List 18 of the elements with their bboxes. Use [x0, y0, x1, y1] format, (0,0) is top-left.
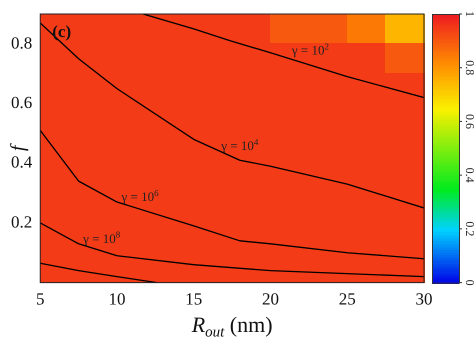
color-bar-label: 0.6: [462, 114, 474, 129]
color-bar-label: 0: [462, 280, 474, 286]
y-tick-label: 0.6: [11, 93, 32, 112]
x-tick-label: 10: [108, 289, 126, 308]
color-bar-label: 0.4: [462, 168, 474, 183]
color-bar-label: 0.8: [462, 60, 474, 76]
x-tick-label: 15: [185, 289, 202, 308]
color-bar-label: 0.2: [462, 221, 474, 236]
y-tick-label: 0.2: [11, 212, 32, 232]
y-tick-label: 0.4: [11, 152, 33, 172]
y-tick-label: 0.8: [11, 33, 32, 52]
color-bar-label: 1: [462, 11, 474, 17]
annotation: (c): [52, 22, 72, 41]
y-axis-title: f: [7, 143, 29, 152]
x-tick-label: 25: [338, 289, 356, 308]
x-tick-label: 5: [36, 289, 44, 308]
x-tick-label: 20: [262, 289, 279, 308]
x-tick-label: 30: [416, 289, 432, 308]
